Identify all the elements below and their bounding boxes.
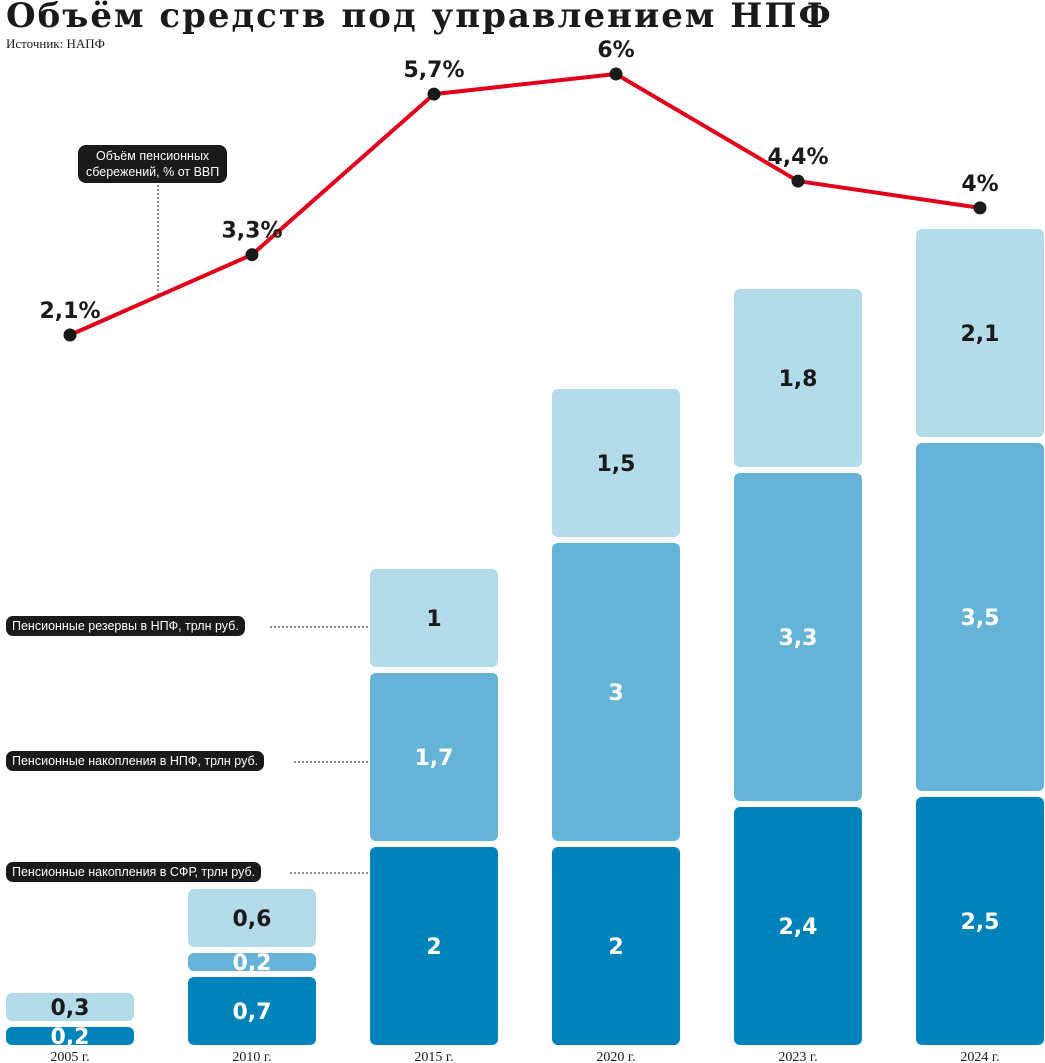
legend-line-text-1: Объём пенсионных — [96, 149, 210, 163]
legend-savings-npf: Пенсионные накопления в НПФ, трлн руб. — [6, 751, 265, 771]
bar-value-label: 2 — [426, 935, 441, 960]
x-axis: 2005 г. 2010 г. 2015 г. 2020 г. 2023 г. 2024 … — [50, 1050, 999, 1063]
line-point — [973, 201, 987, 215]
line-point — [609, 67, 623, 81]
bar-segment — [370, 847, 498, 1045]
legend-line-series: Объём пенсионных сбережений, % от ВВП — [78, 145, 228, 183]
bar-value-label: 0,2 — [233, 951, 272, 976]
legend-reserves: Пенсионные резервы в НПФ, трлн руб. — [6, 616, 245, 636]
bar-value-label: 3,5 — [961, 606, 1000, 631]
bar-segment — [188, 977, 316, 1045]
line-point-label: 3,3% — [221, 219, 282, 244]
bar-value-label: 2,5 — [961, 910, 1000, 935]
line-point-label: 2,1% — [39, 299, 100, 324]
bar-value-label: 0,6 — [233, 907, 272, 932]
bar-value-label: 2,1 — [961, 322, 1000, 347]
bar-segment — [370, 673, 498, 841]
bar-segment — [188, 889, 316, 947]
line-point — [63, 328, 77, 342]
x-tick-label: 2024 г. — [960, 1050, 999, 1063]
line-point-label: 6% — [597, 38, 634, 63]
bar-segment — [734, 807, 862, 1045]
bar-segment — [552, 543, 680, 841]
line-point-label: 5,7% — [403, 58, 464, 83]
line-series-group: 2,1% 3,3% 5,7% 6% 4,4% 4% — [39, 38, 999, 342]
legend-leader-lines — [270, 626, 370, 874]
x-tick-label: 2010 г. — [232, 1050, 271, 1063]
bar-segment — [552, 847, 680, 1045]
line-series-path — [69, 72, 981, 337]
bar-segment — [916, 229, 1044, 437]
bars-group: 0,2 0,3 0,7 0,2 0,6 2 1,7 1 2 3 1,5 2,4 3,3 1,8 2,5 3,5… — [6, 229, 1044, 1050]
legend-line-text-2: сбережений, % от ВВП — [86, 165, 220, 179]
bar-segment — [916, 797, 1044, 1045]
x-tick-label: 2005 г. — [50, 1050, 89, 1063]
chart-title: Объём средств под управлением НПФ — [6, 0, 833, 36]
bar-segment — [6, 993, 134, 1021]
line-point — [427, 87, 441, 101]
line-point — [245, 248, 259, 262]
bar-value-label: 1,5 — [597, 452, 636, 477]
bar-segment — [734, 289, 862, 467]
bar-segment — [6, 1027, 134, 1045]
bar-value-label: 1,8 — [779, 367, 818, 392]
bar-value-label: 1 — [426, 607, 441, 632]
legend-savings-sfr: Пенсионные накопления в СФР, трлн руб. — [6, 862, 262, 882]
bar-value-label: 0,7 — [233, 1000, 272, 1025]
bar-segment — [734, 473, 862, 801]
bar-value-label: 2,4 — [779, 915, 818, 940]
bar-segment — [188, 953, 316, 971]
bar-segment — [552, 389, 680, 537]
line-point — [791, 174, 805, 188]
bar-value-label: 0,3 — [51, 996, 90, 1021]
chart-source: Источник: НАПФ — [6, 36, 105, 51]
line-point-label: 4% — [961, 172, 998, 197]
bar-value-label: 3,3 — [779, 626, 818, 651]
bar-segment — [916, 443, 1044, 791]
x-tick-label: 2015 г. — [414, 1050, 453, 1063]
bar-value-label: 3 — [608, 681, 623, 706]
bar-segment — [370, 569, 498, 667]
x-tick-label: 2020 г. — [596, 1050, 635, 1063]
bar-value-label: 2 — [608, 935, 623, 960]
bar-value-label: 1,7 — [415, 746, 454, 771]
bar-value-label: 0,2 — [51, 1025, 90, 1050]
line-point-label: 4,4% — [767, 145, 828, 170]
x-tick-label: 2023 г. — [778, 1050, 817, 1063]
